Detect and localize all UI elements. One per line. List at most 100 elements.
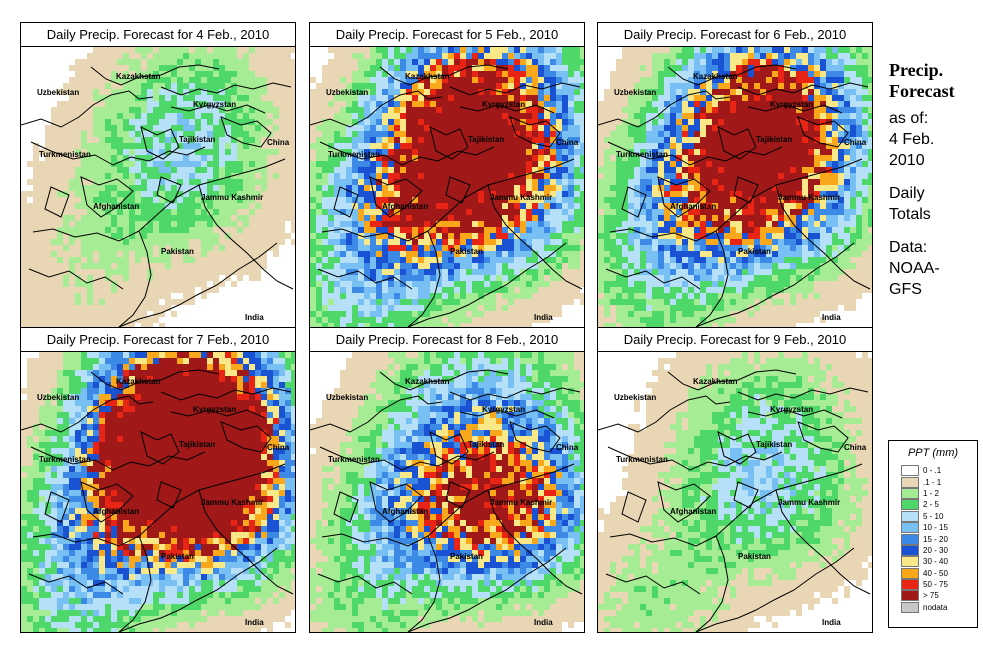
place-label-jammu-kashmir: Jammu Kashmir xyxy=(490,498,552,507)
place-label-turkmenistan: Turkmenistan xyxy=(616,455,668,464)
forecast-panel-feb5: Daily Precip. Forecast for 5 Feb., 2010 … xyxy=(309,22,585,328)
place-label-china: China xyxy=(556,443,579,452)
place-label-india: India xyxy=(245,618,264,627)
place-label-afghanistan: Afghanistan xyxy=(382,202,428,211)
forecast-map: Uzbekistan Kazakhstan Kyrgyzstan Tajikistan… xyxy=(21,47,295,327)
precip-field xyxy=(21,47,295,327)
precip-map-svg: Uzbekistan Kazakhstan Kyrgyzstan Tajikistan… xyxy=(21,47,295,327)
precip-map-svg: Uzbekistan Kazakhstan Kyrgyzstan Tajikistan… xyxy=(21,352,295,632)
forecast-map: Uzbekistan Kazakhstan Kyrgyzstan Tajikistan… xyxy=(21,352,295,632)
place-label-jammu-kashmir: Jammu Kashmir xyxy=(201,193,263,202)
forecast-info: Precip. Forecast as of: 4 Feb. 2010 Dail… xyxy=(889,60,979,300)
forecast-panel-feb9: Daily Precip. Forecast for 9 Feb., 2010 … xyxy=(597,327,873,633)
legend-item: nodata xyxy=(901,601,977,613)
forecast-map: Uzbekistan Kazakhstan Kyrgyzstan Tajikistan… xyxy=(598,47,872,327)
place-label-uzbekistan: Uzbekistan xyxy=(614,88,656,97)
place-label-pakistan: Pakistan xyxy=(738,247,771,256)
info-daily-line1: Daily xyxy=(889,185,925,202)
place-label-uzbekistan: Uzbekistan xyxy=(614,393,656,402)
info-date-line1: 4 Feb. xyxy=(889,131,935,148)
info-daily-line2: Totals xyxy=(889,206,931,223)
legend-label: 10 - 15 xyxy=(923,523,948,533)
legend-label: 40 - 50 xyxy=(923,568,948,578)
place-label-uzbekistan: Uzbekistan xyxy=(37,88,79,97)
legend-label: 15 - 20 xyxy=(923,534,948,544)
place-label-jammu-kashmir: Jammu Kashmir xyxy=(778,193,840,202)
place-label-kazakhstan: Kazakhstan xyxy=(693,377,738,386)
place-label-china: China xyxy=(267,443,290,452)
legend-item: 1 - 2 xyxy=(901,487,977,499)
legend-swatch xyxy=(901,476,919,488)
place-label-tajikistan: Tajikistan xyxy=(179,135,215,144)
legend-label: 30 - 40 xyxy=(923,557,948,567)
place-label-turkmenistan: Turkmenistan xyxy=(39,455,91,464)
place-label-kyrgyzstan: Kyrgyzstan xyxy=(482,405,525,414)
info-asof: as of: xyxy=(889,110,929,127)
precip-map-svg: Uzbekistan Kazakhstan Kyrgyzstan Tajikistan… xyxy=(598,352,872,632)
place-label-india: India xyxy=(534,618,553,627)
info-title-line1: Precip. xyxy=(889,60,944,80)
panel-title: Daily Precip. Forecast for 9 Feb., 2010 xyxy=(598,328,872,352)
border-lines xyxy=(310,64,583,327)
precip-field xyxy=(598,352,872,632)
place-label-afghanistan: Afghanistan xyxy=(93,202,139,211)
place-label-china: China xyxy=(267,138,290,147)
forecast-map: Uzbekistan Kazakhstan Kyrgyzstan Tajikistan… xyxy=(310,47,584,327)
legend-label: 1 - 2 xyxy=(923,488,940,498)
legend-item: 15 - 20 xyxy=(901,533,977,545)
place-label-kyrgyzstan: Kyrgyzstan xyxy=(193,405,236,414)
border-lines xyxy=(598,64,871,327)
legend-item: 50 - 75 xyxy=(901,579,977,591)
place-label-uzbekistan: Uzbekistan xyxy=(326,88,368,97)
forecast-panel-feb7: Daily Precip. Forecast for 7 Feb., 2010 … xyxy=(20,327,296,633)
legend-item: 0 - .1 xyxy=(901,465,977,477)
legend-item: 10 - 15 xyxy=(901,522,977,534)
place-label-pakistan: Pakistan xyxy=(450,247,483,256)
place-label-jammu-kashmir: Jammu Kashmir xyxy=(201,498,263,507)
legend-item: > 75 xyxy=(901,590,977,602)
place-label-kyrgyzstan: Kyrgyzstan xyxy=(193,100,236,109)
border-lines xyxy=(21,369,294,632)
info-data-line2: NOAA- xyxy=(889,260,940,277)
place-label-india: India xyxy=(822,618,841,627)
precip-field xyxy=(21,352,295,632)
place-label-afghanistan: Afghanistan xyxy=(382,507,428,516)
place-label-india: India xyxy=(534,313,553,322)
place-label-india: India xyxy=(822,313,841,322)
legend-swatch xyxy=(901,601,919,613)
place-label-kyrgyzstan: Kyrgyzstan xyxy=(482,100,525,109)
panel-title: Daily Precip. Forecast for 6 Feb., 2010 xyxy=(598,23,872,47)
precip-field xyxy=(310,352,584,632)
place-label-jammu-kashmir: Jammu Kashmir xyxy=(490,193,552,202)
legend-swatch xyxy=(901,556,919,568)
place-label-china: China xyxy=(844,443,867,452)
border-lines xyxy=(310,369,583,632)
place-label-turkmenistan: Turkmenistan xyxy=(328,455,380,464)
place-label-kazakhstan: Kazakhstan xyxy=(405,72,450,81)
place-label-pakistan: Pakistan xyxy=(738,552,771,561)
info-date-line2: 2010 xyxy=(889,152,925,169)
legend-swatch xyxy=(901,510,919,522)
place-label-pakistan: Pakistan xyxy=(450,552,483,561)
place-label-turkmenistan: Turkmenistan xyxy=(328,150,380,159)
place-label-tajikistan: Tajikistan xyxy=(756,440,792,449)
legend-item: .1 - 1 xyxy=(901,476,977,488)
border-lines xyxy=(598,369,871,632)
legend-swatch xyxy=(901,499,919,511)
legend-label: .1 - 1 xyxy=(923,477,942,487)
place-label-uzbekistan: Uzbekistan xyxy=(326,393,368,402)
legend-swatch xyxy=(901,522,919,534)
legend-label: 20 - 30 xyxy=(923,545,948,555)
legend-item: 30 - 40 xyxy=(901,556,977,568)
panel-title: Daily Precip. Forecast for 8 Feb., 2010 xyxy=(310,328,584,352)
info-data-line1: Data: xyxy=(889,239,928,256)
legend-item: 40 - 50 xyxy=(901,567,977,579)
place-label-turkmenistan: Turkmenistan xyxy=(616,150,668,159)
forecast-panel-feb4: Daily Precip. Forecast for 4 Feb., 2010 … xyxy=(20,22,296,328)
legend-label: > 75 xyxy=(923,591,939,601)
legend-swatch xyxy=(901,533,919,545)
place-label-afghanistan: Afghanistan xyxy=(670,507,716,516)
precip-map-svg: Uzbekistan Kazakhstan Kyrgyzstan Tajikistan… xyxy=(310,47,584,327)
place-label-tajikistan: Tajikistan xyxy=(179,440,215,449)
